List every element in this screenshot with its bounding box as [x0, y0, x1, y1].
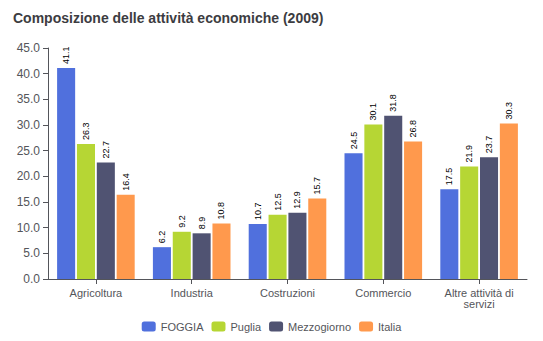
svg-text:Mezzogiorno: Mezzogiorno	[288, 321, 351, 333]
svg-text:23.7: 23.7	[484, 136, 494, 154]
svg-text:Altre attività di: Altre attività di	[444, 286, 514, 299]
svg-text:20.0: 20.0	[17, 169, 41, 183]
svg-text:0.0: 0.0	[23, 272, 40, 286]
svg-text:15.0: 15.0	[17, 195, 41, 209]
svg-text:35.0: 35.0	[17, 92, 41, 106]
svg-text:Commercio: Commercio	[355, 287, 411, 299]
svg-text:10.8: 10.8	[216, 202, 226, 220]
svg-text:16.4: 16.4	[121, 173, 131, 191]
svg-text:servizi: servizi	[464, 298, 495, 310]
svg-text:FOGGIA: FOGGIA	[161, 321, 204, 333]
svg-text:8.9: 8.9	[197, 217, 207, 230]
svg-text:45.0: 45.0	[17, 41, 41, 55]
svg-text:5.0: 5.0	[23, 246, 40, 260]
svg-text:10.7: 10.7	[253, 203, 263, 221]
svg-text:9.2: 9.2	[177, 215, 187, 228]
svg-text:41.1: 41.1	[61, 46, 71, 64]
svg-text:26.8: 26.8	[408, 120, 418, 138]
svg-text:12.9: 12.9	[292, 191, 302, 209]
svg-text:30.3: 30.3	[504, 102, 514, 120]
svg-text:Puglia: Puglia	[230, 321, 261, 333]
svg-text:22.7: 22.7	[101, 141, 111, 159]
svg-text:Italia: Italia	[378, 321, 402, 333]
svg-text:Costruzioni: Costruzioni	[260, 287, 315, 299]
svg-text:17.5: 17.5	[444, 168, 454, 186]
svg-text:21.9: 21.9	[464, 145, 474, 163]
svg-text:25.0: 25.0	[17, 144, 41, 158]
svg-text:30.1: 30.1	[368, 103, 378, 121]
svg-text:30.0: 30.0	[17, 118, 41, 132]
svg-text:6.2: 6.2	[157, 231, 167, 244]
svg-text:Industria: Industria	[171, 287, 214, 299]
svg-text:40.0: 40.0	[17, 67, 41, 81]
svg-text:15.7: 15.7	[312, 177, 322, 195]
svg-text:Composizione delle attività ec: Composizione delle attività economiche (…	[13, 10, 323, 26]
svg-text:31.8: 31.8	[388, 94, 398, 112]
svg-text:10.0: 10.0	[17, 221, 41, 235]
svg-text:26.3: 26.3	[81, 122, 91, 140]
svg-text:Agricoltura: Agricoltura	[70, 287, 123, 299]
svg-text:12.5: 12.5	[273, 193, 283, 211]
svg-text:24.5: 24.5	[349, 132, 359, 150]
